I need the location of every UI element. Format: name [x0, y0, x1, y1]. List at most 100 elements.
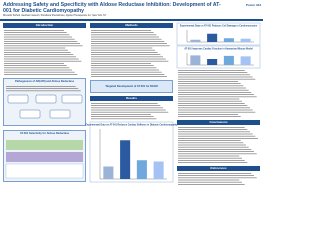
- text-line: [178, 103, 245, 104]
- text-line: [4, 65, 67, 66]
- highlight-box: Targeted Development of AT-001 for DbCM: [90, 80, 173, 93]
- title: Addressing Safety and Specificity with A…: [3, 2, 221, 14]
- text-line: [178, 105, 248, 106]
- text-line: [91, 107, 163, 109]
- text-line: [178, 127, 245, 128]
- text-line: [4, 38, 75, 40]
- text-line: [91, 36, 159, 38]
- authors: Riccardo Perfetti, Gautham Ganesh, Shosh…: [3, 15, 107, 17]
- text-line: [4, 54, 74, 55]
- text-line: [4, 49, 68, 51]
- box-title: Pathogenesis of AR(ARI) and Aldose Reduc…: [14, 80, 75, 83]
- section-header: References: [177, 166, 260, 171]
- section-header: Results: [90, 96, 173, 101]
- bar: [190, 39, 201, 42]
- text-line: [4, 43, 80, 44]
- text-line: [91, 49, 155, 51]
- text-line: [91, 111, 169, 113]
- diagram-band: [6, 152, 83, 162]
- text-line: [91, 43, 167, 44]
- text-line: [178, 177, 257, 179]
- text-line: [178, 184, 245, 185]
- bar: [223, 55, 234, 65]
- text-line: [178, 142, 244, 144]
- section-header: Introduction: [3, 23, 86, 28]
- text-line: [4, 63, 64, 64]
- text-line: [178, 151, 254, 152]
- text-line: [178, 94, 254, 95]
- text-line: [178, 173, 252, 174]
- text-line: [178, 98, 240, 100]
- text-line: [178, 76, 253, 78]
- text-line: [4, 34, 70, 36]
- text-line: [178, 181, 242, 183]
- text-line: [6, 90, 81, 92]
- text-line: [178, 70, 245, 71]
- text-line: [178, 162, 248, 163]
- text-line: [178, 89, 249, 91]
- bar: [153, 161, 164, 179]
- diagram-band: [5, 163, 84, 179]
- text-line: [91, 41, 165, 42]
- text-line: [178, 138, 258, 139]
- poster-id: Poster 343: [245, 3, 261, 7]
- text-line: [4, 74, 78, 75]
- text-line: [91, 118, 157, 120]
- bar: [240, 38, 251, 42]
- text-line: [4, 47, 66, 49]
- text-line: [178, 72, 248, 73]
- diagram-node: [49, 109, 71, 119]
- figure-title: Experimental Data on AT-001 Reduces Card…: [85, 124, 178, 127]
- text-line: [178, 114, 238, 115]
- text-line: [4, 45, 83, 47]
- text-line: [178, 111, 256, 113]
- box-title: Targeted Development of AT-001 for DbCM: [105, 85, 158, 88]
- bar: [103, 166, 114, 179]
- text-line: [91, 45, 170, 47]
- text-line: [4, 36, 72, 38]
- text-line: [178, 74, 250, 76]
- text-line: [4, 52, 71, 53]
- text-line: [178, 160, 245, 161]
- text-line: [91, 69, 159, 71]
- diagram-node: [35, 94, 57, 104]
- text-line: [4, 71, 75, 73]
- text-line: [178, 85, 244, 87]
- text-line: [91, 60, 169, 62]
- figure-title: AT-001 Improves Cardiac Function in Huma…: [184, 48, 253, 51]
- text-line: [91, 56, 163, 58]
- text-line: [91, 52, 158, 53]
- text-line: [91, 103, 158, 104]
- text-line: [6, 88, 79, 89]
- text-line: [4, 60, 82, 62]
- text-line: [91, 63, 151, 64]
- text-line: [178, 83, 241, 84]
- text-line: [91, 71, 162, 73]
- diagram-node: [61, 94, 83, 104]
- text-line: [4, 67, 70, 69]
- text-line: [91, 54, 161, 55]
- text-line: [91, 38, 162, 40]
- text-line: [91, 116, 154, 117]
- text-line: [91, 47, 153, 49]
- text-line: [4, 58, 79, 60]
- text-line: [4, 30, 64, 31]
- text-line: [178, 131, 250, 133]
- box-title: AT-001 Selectivity for Aldose Reductase: [19, 132, 70, 135]
- text-line: [178, 140, 241, 141]
- bar: [207, 33, 218, 42]
- text-line: [178, 116, 241, 117]
- bar: [223, 38, 234, 42]
- text-line: [6, 86, 76, 87]
- text-line: [4, 41, 78, 42]
- diagram-band: [6, 140, 83, 150]
- text-line: [91, 65, 154, 66]
- text-line: [178, 107, 250, 109]
- text-line: [178, 96, 257, 98]
- text-line: [178, 87, 246, 89]
- text-line: [91, 58, 166, 60]
- header-rule: [0, 19, 263, 21]
- text-line: [178, 146, 249, 148]
- diagram-node: [19, 109, 41, 119]
- figure-frame: [176, 22, 261, 46]
